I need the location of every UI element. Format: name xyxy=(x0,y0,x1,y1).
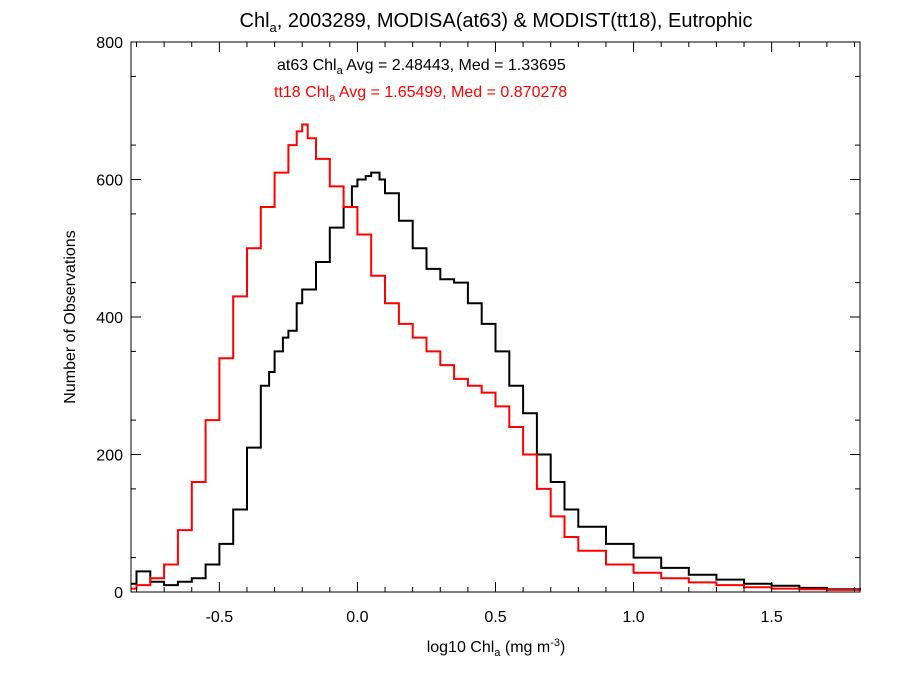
y-tick-label: 800 xyxy=(96,35,123,52)
y-tick-label: 600 xyxy=(96,173,123,190)
x-tick-label: 1.5 xyxy=(761,609,783,626)
plot-frame xyxy=(130,41,861,593)
x-tick-label: 1.0 xyxy=(622,609,644,626)
series-layer xyxy=(131,123,861,591)
annotation-at63: at63 Chla Avg = 2.48443, Med = 1.33695 xyxy=(277,57,566,77)
y-axis-label: Number of Observations xyxy=(62,230,79,403)
y-tick-label: 400 xyxy=(96,310,123,327)
x-tick-label: 0.0 xyxy=(346,609,368,626)
x-tick-label: 0.5 xyxy=(484,609,506,626)
y-tick-label: 200 xyxy=(96,448,123,465)
y-tick-label: 0 xyxy=(114,585,123,602)
annotation-tt18: tt18 Chla Avg = 1.65499, Med = 0.870278 xyxy=(274,84,567,104)
x-tick-label: -0.5 xyxy=(206,609,234,626)
tick-layer: -0.5 0.0 0.5 1.0 1.5 0 200 400 600 800 xyxy=(96,35,860,626)
chart-title: Chla, 2003289, MODISA(at63) & MODIST(tt1… xyxy=(240,10,753,35)
series-line-tt18 xyxy=(131,123,861,591)
x-axis-label: log10 Chla (mg m-3) xyxy=(427,637,566,659)
series-line-at63 xyxy=(131,171,861,591)
